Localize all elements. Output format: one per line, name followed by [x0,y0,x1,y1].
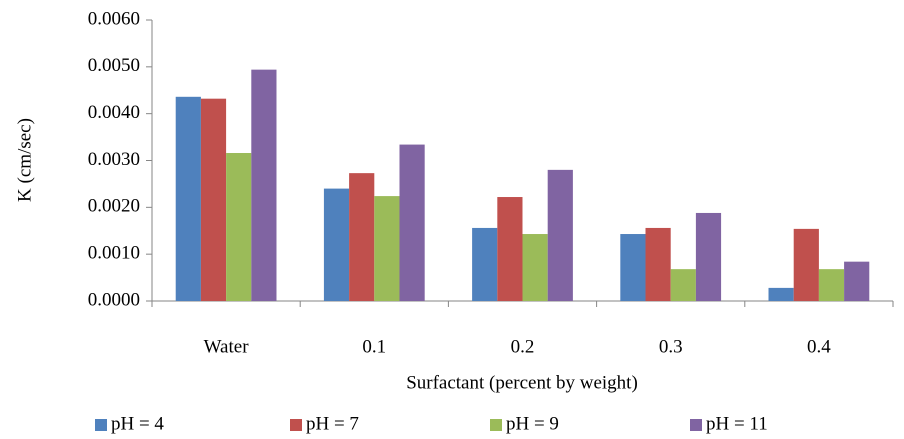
y-axis-title: K (cm/sec) [14,118,35,202]
bar [226,153,252,301]
y-tick-label: 0.0020 [88,196,140,217]
legend-label: pH = 4 [111,413,164,434]
bar [374,196,400,301]
bar [695,212,722,301]
bar [399,144,425,301]
y-tick-label: 0.0060 [88,8,140,29]
bar [175,96,201,301]
legend-swatch [95,419,107,431]
bar [768,287,794,301]
bar [818,269,845,301]
bar [793,228,819,301]
x-tick-label: 0.2 [511,336,535,357]
legend-label: pH = 9 [506,413,559,434]
x-tick-label: 0.4 [807,336,831,357]
y-tick-label: 0.0030 [88,149,140,170]
x-tick-label: 0.3 [659,336,683,357]
legend-swatch [490,419,502,431]
bar [251,69,277,301]
bar [323,188,350,301]
bar [472,227,498,301]
bar [844,261,870,301]
bar [620,234,646,301]
x-tick-label: 0.1 [362,336,386,357]
y-tick-label: 0.0010 [88,243,140,264]
y-tick-label: 0.0000 [88,289,140,310]
bar [497,197,523,301]
legend-label: pH = 7 [306,413,359,434]
legend-swatch [690,419,702,431]
bar [547,169,573,301]
legend-swatch [290,419,302,431]
y-tick-label: 0.0040 [88,102,140,123]
y-tick-label: 0.0050 [88,55,140,76]
bar [522,234,548,301]
legend-label: pH = 11 [706,413,768,434]
x-tick-label: Water [204,336,250,357]
bar [670,269,696,301]
x-axis-title: Surfactant (percent by weight) [406,372,638,393]
bar [645,227,671,301]
bar [200,98,227,302]
bar [349,173,375,301]
